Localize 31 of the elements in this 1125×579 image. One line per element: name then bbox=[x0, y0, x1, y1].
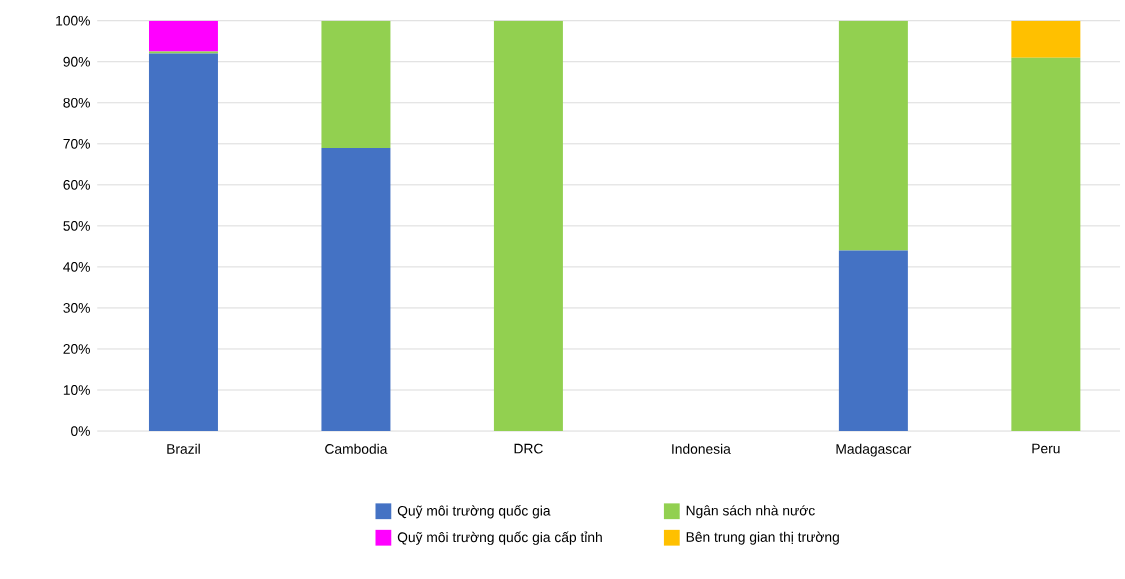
legend-label: Ngân sách nhà nước bbox=[686, 505, 815, 519]
y-tick-label: 100% bbox=[56, 15, 90, 26]
bar bbox=[321, 147, 391, 432]
y-tick-label: 50% bbox=[63, 220, 90, 231]
x-tick-label: DRC bbox=[514, 443, 543, 454]
legend-label: Quỹ môi trường quốc gia bbox=[397, 504, 551, 519]
bar bbox=[148, 20, 218, 52]
bar bbox=[321, 20, 391, 148]
y-tick-label: 30% bbox=[63, 303, 90, 313]
x-tick-label: Indonesia bbox=[672, 443, 731, 454]
x-tick-label: Cambodia bbox=[325, 443, 388, 454]
bar bbox=[838, 250, 908, 432]
bar bbox=[148, 51, 218, 54]
y-tick-label: 80% bbox=[63, 97, 90, 108]
x-tick-label: Brazil bbox=[167, 443, 200, 454]
y-tick-label: 70% bbox=[63, 138, 90, 149]
y-tick-label: 40% bbox=[63, 262, 90, 272]
x-tick-label: Madagascar bbox=[836, 443, 912, 457]
y-tick-label: 0% bbox=[71, 426, 90, 436]
x-tick-label: Peru bbox=[1032, 443, 1060, 454]
legend-label: Quỹ môi trường quốc gia cấp tỉnh bbox=[397, 531, 602, 545]
bar bbox=[1011, 20, 1081, 58]
bar bbox=[148, 53, 218, 432]
y-tick-label: 20% bbox=[63, 344, 90, 354]
bar bbox=[493, 20, 563, 432]
bar bbox=[1011, 57, 1081, 432]
y-tick-label: 90% bbox=[63, 56, 90, 67]
y-tick-label: 60% bbox=[63, 179, 90, 190]
y-tick-label: 10% bbox=[63, 385, 90, 395]
bar bbox=[838, 20, 908, 251]
legend-label: Bên trung gian thị trường bbox=[686, 531, 839, 545]
